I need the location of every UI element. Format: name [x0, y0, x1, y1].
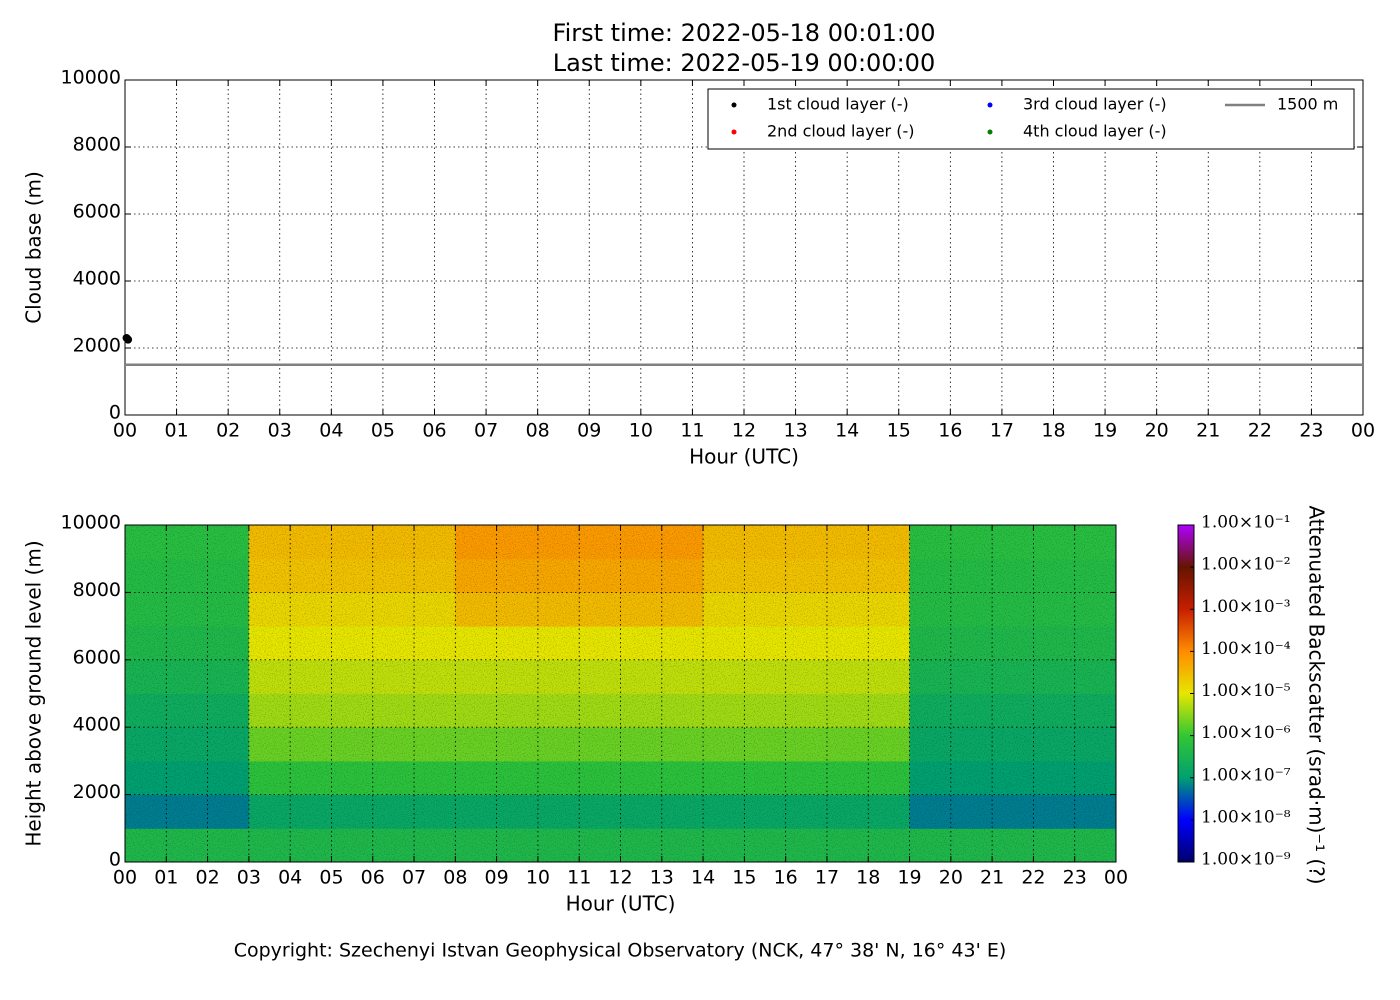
x-tick-label: 21 — [980, 867, 1004, 889]
x-tick-label: 21 — [1196, 420, 1220, 442]
x-tick-label: 00 — [1351, 420, 1375, 442]
x-tick-label: 17 — [815, 867, 839, 889]
legend-label: 1500 m — [1277, 95, 1338, 114]
legend-marker — [731, 129, 737, 135]
x-tick-label: 18 — [1041, 420, 1065, 442]
y-tick-label: 6000 — [73, 201, 121, 223]
chart-subtitle: Last time: 2022-05-19 00:00:00 — [553, 49, 935, 77]
x-tick-label: 09 — [485, 867, 509, 889]
x-tick-label: 14 — [835, 420, 859, 442]
y-axis-label: Cloud base (m) — [22, 171, 46, 324]
legend-marker — [731, 102, 737, 108]
x-tick-label: 06 — [361, 867, 385, 889]
x-tick-label: 12 — [732, 420, 756, 442]
cloud-point — [124, 335, 133, 344]
x-tick-label: 16 — [938, 420, 962, 442]
x-tick-label: 08 — [443, 867, 467, 889]
legend-label: 4th cloud layer (-) — [1023, 122, 1167, 141]
x-tick-label: 05 — [371, 420, 395, 442]
x-axis-label: Hour (UTC) — [566, 892, 676, 916]
y-tick-label: 4000 — [73, 714, 121, 736]
x-tick-label: 01 — [154, 867, 178, 889]
colorbar-tick-label: 1.00×10⁻⁴ — [1201, 639, 1291, 659]
y-tick-label: 10000 — [61, 67, 121, 89]
x-tick-label: 14 — [691, 867, 715, 889]
y-tick-label: 6000 — [73, 646, 121, 668]
x-tick-label: 23 — [1299, 420, 1323, 442]
x-tick-label: 17 — [990, 420, 1014, 442]
x-tick-label: 04 — [319, 420, 343, 442]
colorbar-tick-label: 1.00×10⁻⁵ — [1201, 681, 1291, 701]
colorbar-tick-label: 1.00×10⁻³ — [1201, 597, 1291, 617]
legend-marker — [987, 129, 993, 135]
x-tick-label: 23 — [1063, 867, 1087, 889]
footer: Copyright: Szechenyi Istvan Geophysical … — [234, 940, 1007, 962]
colorbar-tick-label: 1.00×10⁻¹ — [1201, 513, 1291, 533]
plot-frame — [124, 524, 1117, 863]
x-tick-label: 19 — [897, 867, 921, 889]
colorbar-label: Attenuated Backscatter (srad·m)⁻¹ (?) — [1305, 505, 1329, 884]
x-tick-label: 11 — [567, 867, 591, 889]
y-tick-label: 0 — [109, 402, 121, 424]
x-tick-label: 00 — [1104, 867, 1128, 889]
legend-label: 3rd cloud layer (-) — [1023, 95, 1167, 114]
x-tick-label: 20 — [939, 867, 963, 889]
plot-frame — [124, 79, 1364, 416]
colorbar-tick-label: 1.00×10⁻² — [1201, 555, 1291, 575]
x-tick-label: 13 — [650, 867, 674, 889]
x-tick-label: 03 — [237, 867, 261, 889]
x-tick-label: 02 — [216, 420, 240, 442]
x-tick-label: 04 — [278, 867, 302, 889]
x-tick-label: 18 — [856, 867, 880, 889]
y-tick-label: 8000 — [73, 579, 121, 601]
colorbar-tick-label: 1.00×10⁻⁹ — [1201, 850, 1291, 870]
legend-marker — [987, 102, 993, 108]
x-tick-label: 05 — [319, 867, 343, 889]
x-tick-label: 19 — [1093, 420, 1117, 442]
x-tick-label: 15 — [887, 420, 911, 442]
x-tick-label: 07 — [474, 420, 498, 442]
x-tick-label: 00 — [113, 867, 137, 889]
y-tick-label: 2000 — [73, 335, 121, 357]
x-tick-label: 07 — [402, 867, 426, 889]
y-tick-label: 2000 — [73, 781, 121, 803]
x-tick-label: 20 — [1145, 420, 1169, 442]
x-tick-label: 02 — [195, 867, 219, 889]
legend: 1st cloud layer (-) 2nd cloud layer (-) 3r… — [707, 88, 1355, 150]
x-tick-label: 09 — [577, 420, 601, 442]
x-tick-label: 15 — [732, 867, 756, 889]
y-tick-label: 0 — [109, 849, 121, 871]
x-axis-label: Hour (UTC) — [689, 445, 799, 469]
legend-label: 1st cloud layer (-) — [767, 95, 909, 114]
y-tick-label: 10000 — [61, 512, 121, 534]
x-tick-label: 22 — [1248, 420, 1272, 442]
x-tick-label: 16 — [774, 867, 798, 889]
y-tick-label: 8000 — [73, 134, 121, 156]
x-tick-label: 12 — [608, 867, 632, 889]
x-tick-label: 13 — [783, 420, 807, 442]
x-tick-label: 10 — [629, 420, 653, 442]
speckle-texture — [125, 525, 1116, 862]
x-tick-label: 06 — [422, 420, 446, 442]
x-tick-label: 11 — [680, 420, 704, 442]
y-tick-label: 4000 — [73, 268, 121, 290]
colorbar-tick-label: 1.00×10⁻⁶ — [1201, 723, 1291, 743]
colorbar-tick-label: 1.00×10⁻⁸ — [1201, 807, 1291, 827]
legend-label: 2nd cloud layer (-) — [767, 122, 914, 141]
legend-frame — [707, 88, 1355, 150]
colorbar-tick-label: 1.00×10⁻⁷ — [1201, 765, 1291, 785]
x-tick-label: 03 — [268, 420, 292, 442]
x-tick-label: 01 — [164, 420, 188, 442]
chart-title: First time: 2022-05-18 00:01:00 — [553, 19, 936, 47]
x-tick-label: 10 — [526, 867, 550, 889]
y-axis-label: Height above ground level (m) — [22, 540, 46, 846]
x-tick-label: 22 — [1021, 867, 1045, 889]
x-tick-label: 00 — [113, 420, 137, 442]
x-tick-label: 08 — [526, 420, 550, 442]
